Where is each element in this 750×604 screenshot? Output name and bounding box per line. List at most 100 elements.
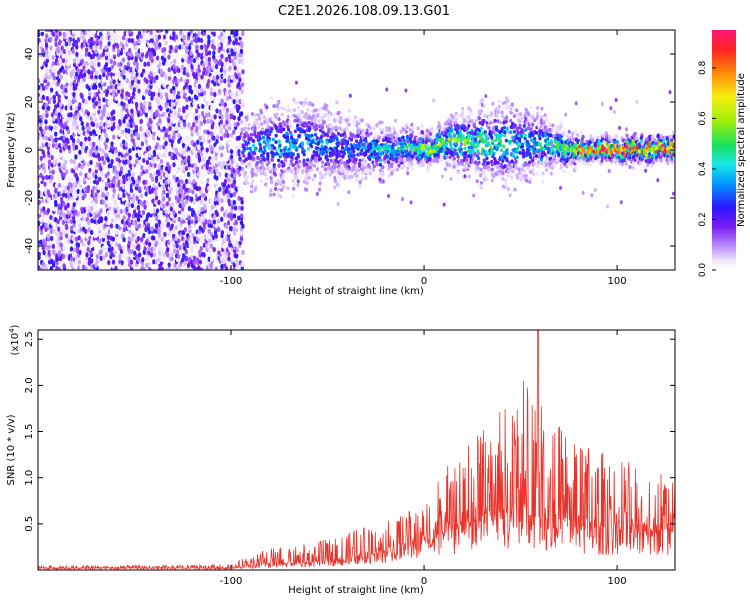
spectrogram-cell xyxy=(229,148,234,155)
spectrogram-cell xyxy=(397,150,401,155)
spectrogram-cell xyxy=(187,111,192,117)
spectrogram-cell xyxy=(335,100,339,105)
spectrogram-cell xyxy=(122,118,126,124)
spectrogram-cell xyxy=(61,88,65,95)
spectrogram-cell xyxy=(233,205,238,211)
spectrogram-cell xyxy=(217,245,222,251)
spectrogram-cell xyxy=(275,104,279,109)
spectrogram-cell xyxy=(130,38,135,44)
spectrogram-cell xyxy=(270,158,274,162)
spectrogram-cell xyxy=(82,76,86,83)
spectrogram-cell xyxy=(241,30,245,32)
spectrogram-cell xyxy=(162,46,167,53)
spectrogram-cell xyxy=(425,168,430,172)
spectrogram-cell xyxy=(160,236,164,242)
spectrogram-cell xyxy=(241,167,245,171)
spectrogram-cell xyxy=(258,136,262,141)
spectrogram-cell xyxy=(126,122,131,128)
spectrogram-cell xyxy=(207,50,212,56)
spectrogram-cell xyxy=(215,168,219,174)
spectrogram-cell xyxy=(199,199,204,205)
spectrogram-cell xyxy=(86,184,91,191)
spectrogram-cell xyxy=(203,107,207,113)
spectrogram-cell xyxy=(282,173,286,178)
spectrogram-cell xyxy=(260,122,264,127)
spectrogram-cell xyxy=(44,30,49,33)
spectrogram-cell xyxy=(149,194,154,200)
spectrogram-cell xyxy=(185,67,189,73)
spectrogram-cell xyxy=(165,30,169,34)
spectrogram-cell xyxy=(310,140,315,144)
spectrogram-cell xyxy=(115,175,120,181)
spectrogram-cell xyxy=(60,260,64,266)
spectrogram-cell xyxy=(178,193,182,199)
spectrogram-cell xyxy=(296,179,300,184)
spectrogram-cell xyxy=(172,134,176,141)
spectrogram-cell xyxy=(306,158,310,162)
spectrogram-cell xyxy=(276,158,281,163)
spectrogram-cell xyxy=(66,129,71,135)
spectrogram-cell xyxy=(104,252,109,258)
spectrogram-cell xyxy=(127,212,132,218)
spectrogram-cell xyxy=(38,189,41,195)
spectrogram-cell xyxy=(129,31,134,37)
spectrogram-cell xyxy=(352,119,356,124)
spectrogram-cell xyxy=(155,84,159,90)
spectrogram-cell xyxy=(79,92,83,98)
spectrogram-cell xyxy=(59,35,64,41)
spectrogram-cell xyxy=(173,110,177,116)
spectrogram-cell xyxy=(71,235,76,242)
spectrogram-cell xyxy=(258,142,262,147)
spectrogram-cell xyxy=(429,162,433,167)
spectrogram-cell xyxy=(158,42,162,48)
spectrogram-cell xyxy=(449,145,453,150)
spectrogram-cell xyxy=(101,199,105,205)
spectrogram-cell xyxy=(87,30,91,32)
spectrogram-cell xyxy=(253,127,257,132)
spectrogram-cell xyxy=(199,120,204,127)
spectrogram-cell xyxy=(114,218,118,224)
spectrogram-cell xyxy=(310,125,314,130)
spectrogram-cell xyxy=(57,203,61,209)
spectrogram-cell xyxy=(211,38,215,45)
spectrogram-cell xyxy=(74,35,78,41)
spectrogram-cell xyxy=(233,172,237,178)
spectrogram-cell xyxy=(253,188,257,193)
spectrogram-cell xyxy=(217,226,221,233)
spectrogram-cell xyxy=(140,84,145,91)
spectrogram-cell xyxy=(152,157,156,163)
spectrogram-cell xyxy=(442,202,446,207)
spectrogram-cell xyxy=(205,100,209,107)
spectrogram-cell xyxy=(307,134,311,138)
spectrogram-cell xyxy=(220,53,224,59)
spectrogram-cell xyxy=(112,129,117,135)
spectrogram-cell xyxy=(145,233,149,239)
spectrogram-cell xyxy=(158,144,162,150)
spectrogram-cell xyxy=(317,119,321,124)
spectrogram-cell xyxy=(61,245,66,251)
spectrogram-cell xyxy=(131,138,136,144)
spectrogram-cell xyxy=(206,177,210,183)
spectrogram-cell xyxy=(130,202,135,209)
spectrogram-cell xyxy=(205,247,209,253)
spectrogram-cell xyxy=(59,235,63,241)
spectrogram-cell xyxy=(192,148,196,154)
spectrogram-cell xyxy=(338,153,342,158)
spectrogram-cell xyxy=(39,229,44,236)
spectrogram-cell xyxy=(449,176,453,181)
spectrogram-cell xyxy=(106,210,110,216)
spectrogram-cell xyxy=(112,43,116,50)
spectrogram-cell xyxy=(99,31,103,37)
spectrogram-cell xyxy=(302,129,307,134)
spectrogram-cell xyxy=(109,175,113,181)
spectrogram-cell xyxy=(261,135,266,140)
spectrogram-cell xyxy=(220,229,225,236)
spectrogram-cell xyxy=(130,128,134,135)
spectrogram-cell xyxy=(130,132,134,139)
spectrogram-cell xyxy=(102,71,106,78)
spectrogram-cell xyxy=(187,215,192,221)
spectrogram-cell xyxy=(247,140,251,145)
spectrogram-cell xyxy=(235,52,240,58)
spectrogram-cell xyxy=(39,216,43,223)
spectrogram-cell xyxy=(108,98,112,104)
